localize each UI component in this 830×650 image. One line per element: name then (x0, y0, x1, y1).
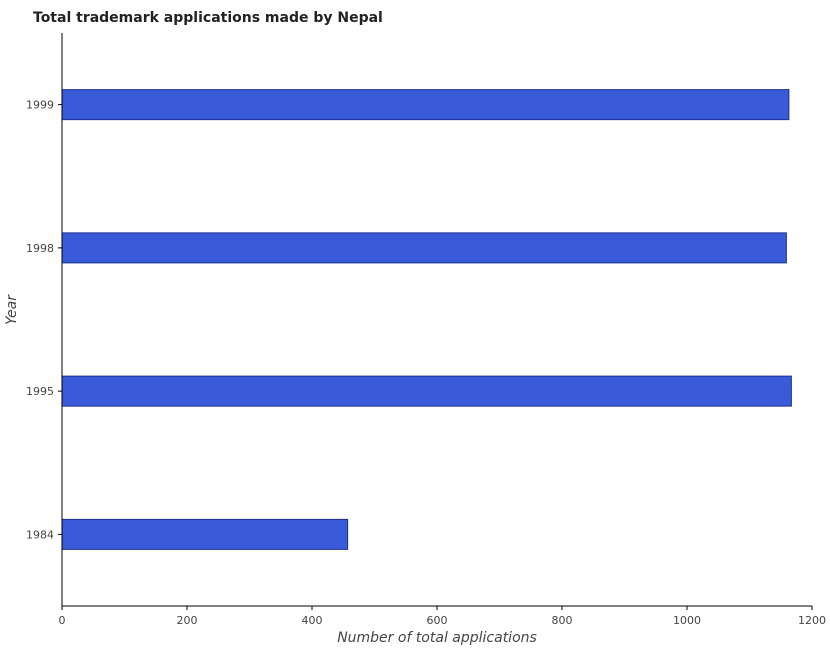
bar-1995 (61, 375, 792, 407)
x-tick-label-1000: 1000 (673, 614, 701, 627)
y-tick-label-1999: 1999 (26, 99, 54, 112)
x-tick-label-800: 800 (552, 614, 573, 627)
x-tick-label-600: 600 (427, 614, 448, 627)
x-tick-label-0: 0 (59, 614, 66, 627)
y-axis-label: Year (4, 294, 20, 325)
x-tick-label-400: 400 (302, 614, 323, 627)
bar-1998 (61, 232, 787, 264)
chart-title: Total trademark applications made by Nep… (33, 10, 383, 26)
y-tick-label-1984: 1984 (26, 528, 54, 541)
axes-group: 1984 1995 1998 1999 0 200 400 600 800 1000 1200 (26, 33, 826, 627)
x-tick-label-200: 200 (177, 614, 198, 627)
bars-group (61, 89, 792, 550)
bar-1984 (61, 518, 349, 550)
y-tick-label-1998: 1998 (26, 242, 54, 255)
x-tick-label-1200: 1200 (798, 614, 826, 627)
x-axis-label: Number of total applications (337, 630, 537, 646)
y-tick-label-1995: 1995 (26, 385, 54, 398)
bar-1999 (61, 89, 790, 121)
